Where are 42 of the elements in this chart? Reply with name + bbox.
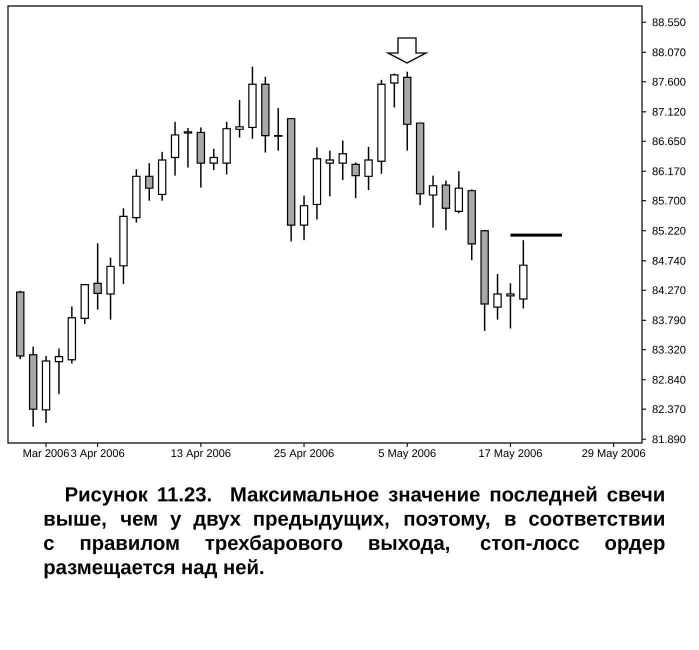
candlestick	[170, 121, 180, 176]
candlestick	[54, 348, 64, 395]
candlestick	[274, 107, 282, 152]
candlestick	[210, 148, 218, 171]
candlestick	[428, 174, 438, 228]
candlestick	[326, 150, 334, 198]
candlestick	[300, 194, 308, 241]
y-tick-label: 81.890	[652, 435, 686, 444]
x-tick-label: 5 May 2006	[378, 449, 436, 460]
y-tick-label: 83.320	[652, 346, 686, 354]
candlestick	[390, 72, 399, 108]
candlestick	[506, 282, 515, 330]
y-tick-label: 82.840	[652, 376, 686, 384]
candlestick	[351, 162, 360, 199]
text: Рисунок 11.23. Максимальное значение последней свечи выше, чем у двух предыдущих, поэтому, в соответствии с правилом трехбарового выхода, стоп-лосс ордер размещается над ней.	[44, 486, 664, 578]
candlestick	[184, 127, 192, 168]
candlestick	[493, 273, 502, 320]
x-tick-label: 13 Apr 2006	[172, 449, 230, 460]
y-tick-label: 88.550	[652, 18, 686, 26]
x-tick-label: 17 May 2006	[479, 449, 542, 460]
candlestick	[454, 170, 464, 214]
y-tick-label: 87.120	[652, 108, 686, 116]
y-tick-label: 82.370	[652, 405, 686, 414]
candlestick	[93, 242, 102, 310]
x-tick-label: 29 May 2006	[582, 449, 646, 460]
candlestick	[235, 99, 244, 138]
x-tick-label: 25 Apr 2006	[274, 449, 334, 460]
y-tick-label: 84.740	[652, 256, 686, 265]
candlestick	[145, 162, 154, 202]
y-tick-label: 86.650	[652, 137, 686, 146]
candlestick	[338, 140, 347, 181]
y-tick-label: 84.270	[652, 286, 686, 294]
y-tick-label: 86.170	[652, 167, 686, 176]
y-tick-label: 83.790	[652, 316, 686, 324]
x-tick-label: Mar 2006	[24, 449, 69, 458]
y-tick-label: 85.220	[652, 226, 686, 235]
x-tick-label: 3 Apr 2006	[71, 449, 124, 460]
candlestick	[364, 146, 373, 191]
y-tick-label: 85.700	[652, 196, 686, 205]
candlestick	[442, 180, 450, 231]
y-tick-label: 87.600	[652, 78, 686, 86]
y-tick-label: 88.070	[652, 48, 686, 56]
